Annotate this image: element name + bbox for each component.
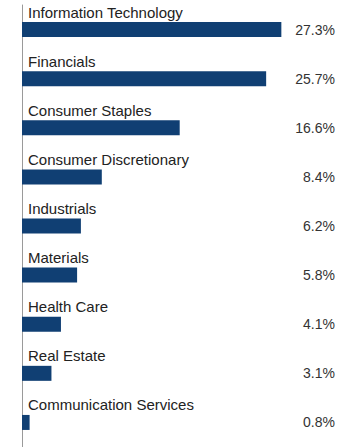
svg-text:Health Care: Health Care (28, 298, 108, 315)
svg-text:0.8%: 0.8% (303, 414, 335, 430)
svg-text:Consumer Discretionary: Consumer Discretionary (28, 151, 189, 168)
svg-text:8.4%: 8.4% (303, 169, 335, 185)
svg-text:Communication Services: Communication Services (28, 396, 194, 413)
svg-text:3.1%: 3.1% (303, 365, 335, 381)
svg-text:5.8%: 5.8% (303, 267, 335, 283)
svg-text:Real Estate: Real Estate (28, 347, 106, 364)
svg-text:Materials: Materials (28, 249, 89, 266)
svg-text:27.3%: 27.3% (295, 22, 335, 38)
svg-text:4.1%: 4.1% (303, 316, 335, 332)
svg-text:Industrials: Industrials (28, 200, 96, 217)
svg-text:Consumer Staples: Consumer Staples (28, 102, 151, 119)
svg-text:Financials: Financials (28, 53, 96, 70)
svg-text:16.6%: 16.6% (295, 120, 335, 136)
svg-text:Information Technology: Information Technology (28, 4, 183, 21)
svg-text:6.2%: 6.2% (303, 218, 335, 234)
svg-text:25.7%: 25.7% (295, 71, 335, 87)
